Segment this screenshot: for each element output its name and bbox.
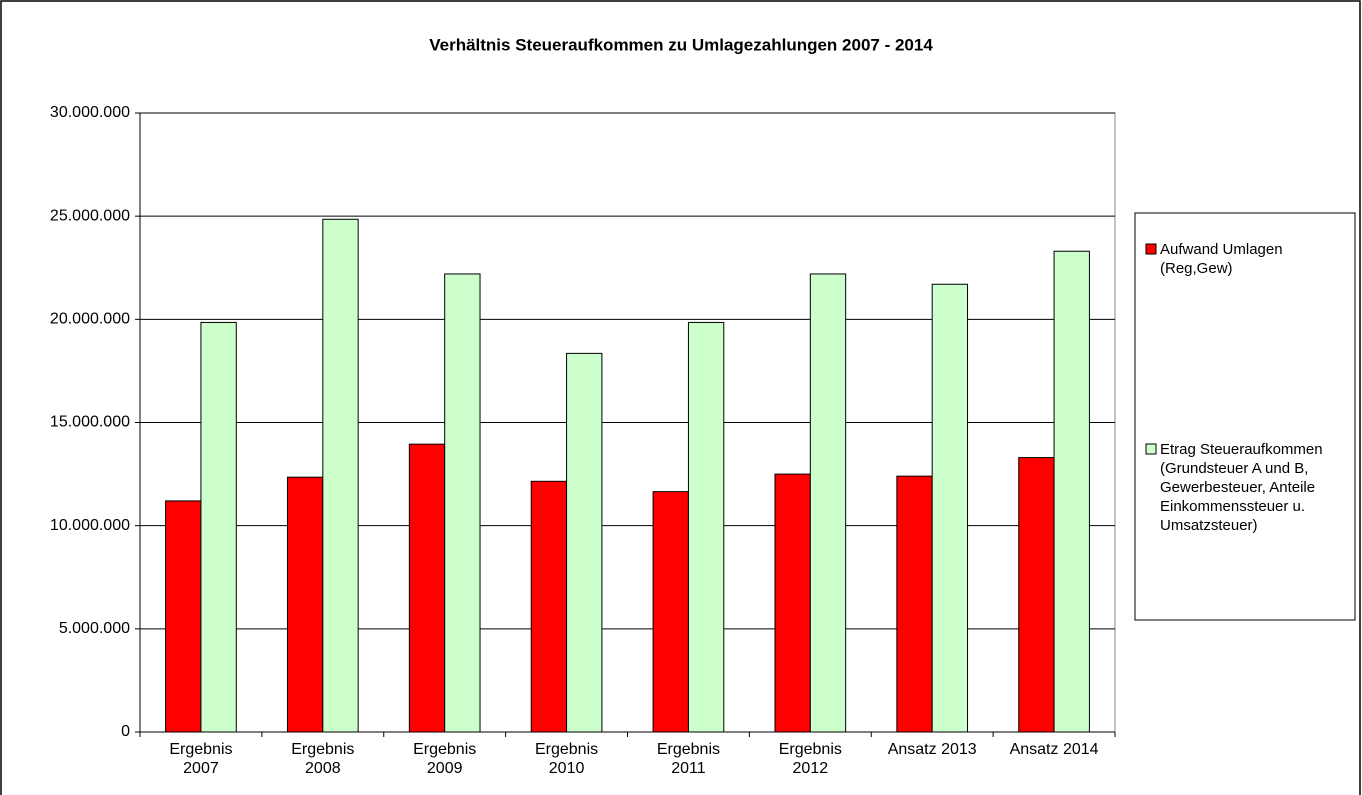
bar xyxy=(1053,250,1090,733)
y-tick-label: 5.000.000 xyxy=(59,620,130,637)
bar xyxy=(1018,457,1055,733)
bar xyxy=(200,321,237,733)
y-tick-label: 25.000.000 xyxy=(50,207,130,224)
legend-label: Aufwand Umlagen (Reg,Gew) xyxy=(1160,241,1283,277)
x-tick-label: Ansatz 2013 xyxy=(887,741,977,758)
bar xyxy=(566,352,603,733)
x-tick-label: Ergebnis 2007 xyxy=(169,741,233,777)
x-tick-label: Ansatz 2014 xyxy=(1009,741,1099,758)
legend-swatch xyxy=(1145,243,1157,255)
bar xyxy=(322,218,359,733)
bar xyxy=(530,480,568,733)
bar xyxy=(652,491,689,733)
y-tick-label: 20.000.000 xyxy=(50,311,130,328)
bar xyxy=(408,443,446,733)
bar xyxy=(809,273,847,733)
bar xyxy=(931,283,969,733)
y-tick-label: 30.000.000 xyxy=(50,104,130,121)
y-tick-label: 10.000.000 xyxy=(50,517,130,534)
x-tick-label: Ergebnis 2009 xyxy=(413,741,477,777)
bar xyxy=(896,475,933,733)
bar xyxy=(165,500,202,733)
chart-title: Verhältnis Steueraufkommen zu Umlagezahl… xyxy=(429,35,933,54)
x-tick-label: Ergebnis 2010 xyxy=(534,741,599,777)
x-tick-label: Ergebnis 2012 xyxy=(778,741,842,777)
y-tick-label: 0 xyxy=(121,723,130,740)
legend-box xyxy=(1134,212,1356,621)
y-tick-label: 15.000.000 xyxy=(50,414,130,431)
x-tick-label: Ergebnis 2011 xyxy=(656,741,721,777)
bar xyxy=(687,321,725,733)
legend-label: Etrag Steueraufkommen (Grundsteuer A und… xyxy=(1160,441,1323,534)
legend-swatch xyxy=(1145,443,1157,455)
bar xyxy=(444,273,481,733)
bar xyxy=(286,476,324,733)
x-tick-label: Ergebnis 2008 xyxy=(291,741,355,777)
bar xyxy=(774,473,811,733)
